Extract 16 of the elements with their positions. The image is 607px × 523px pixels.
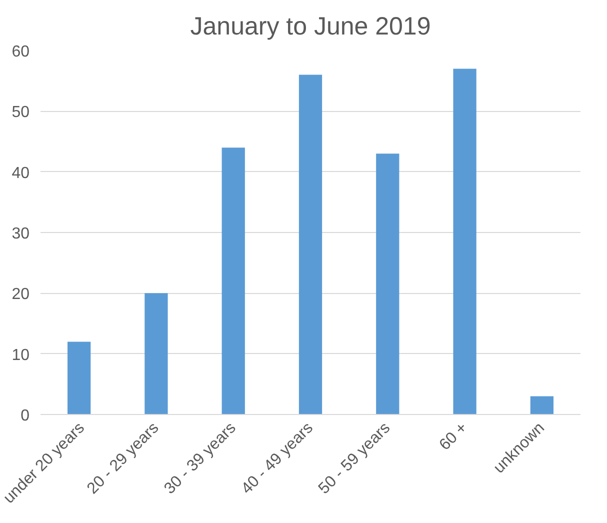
bar: [68, 342, 91, 414]
bar: [530, 396, 554, 414]
bar: [453, 68, 476, 414]
y-tick-label: 40: [12, 164, 30, 182]
bar: [376, 154, 400, 414]
bar: [144, 293, 168, 414]
y-tick-label: 10: [12, 346, 30, 364]
x-tick-label: 60 +: [436, 419, 471, 454]
bar: [298, 74, 322, 414]
chart-title: January to June 2019: [190, 12, 431, 40]
bar: [222, 148, 245, 414]
y-tick-label: 50: [12, 104, 30, 122]
y-tick-label: 0: [20, 408, 30, 424]
y-tick-label: 60: [12, 44, 30, 60]
y-tick-label: 20: [12, 286, 30, 304]
y-tick-label: 30: [12, 226, 30, 242]
